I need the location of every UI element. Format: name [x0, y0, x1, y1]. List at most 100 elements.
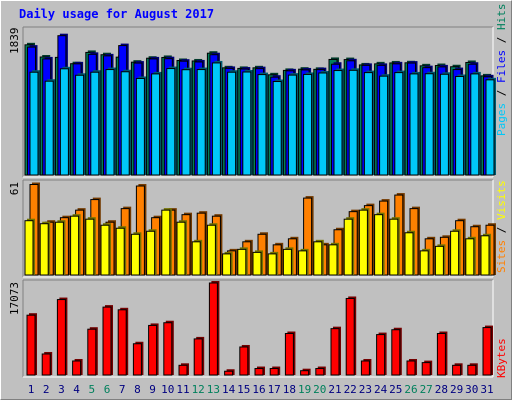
- kbytes-bar-29: [452, 363, 463, 376]
- kbytes-bar-1: [26, 313, 37, 376]
- pages-bar-9: [151, 71, 162, 176]
- kbytes-bar-15: [239, 344, 250, 376]
- legend-separator: /: [495, 30, 508, 50]
- pages-bar-11: [181, 67, 192, 176]
- legend-sites: Sites: [495, 240, 508, 273]
- kbytes-bar-7: [117, 307, 129, 376]
- x-tick-5: 5: [88, 383, 95, 396]
- pages-bar-26: [409, 71, 420, 176]
- x-tick-8: 8: [134, 383, 141, 396]
- x-tick-11: 11: [176, 383, 189, 396]
- visits-bar-27: [419, 248, 431, 276]
- pages-bar-29: [455, 74, 466, 176]
- pages-bar-30: [470, 71, 481, 176]
- kbytes-bar-20: [315, 366, 326, 376]
- kbytes-bar-16: [254, 366, 265, 376]
- visits-bar-20: [313, 239, 324, 276]
- visits-bar-3: [54, 220, 66, 276]
- visits-bar-30: [465, 236, 476, 276]
- visits-bar-6: [100, 223, 111, 276]
- kbytes-bar-14: [224, 369, 235, 376]
- visits-bar-26: [404, 230, 415, 276]
- pages-bar-24: [379, 74, 390, 176]
- kbytes-bar-19: [300, 368, 311, 376]
- kbytes-bar-22: [345, 296, 357, 376]
- x-tick-2: 2: [43, 383, 50, 396]
- visits-bar-8: [130, 232, 142, 276]
- x-tick-13: 13: [207, 383, 220, 396]
- x-tick-10: 10: [161, 383, 174, 396]
- x-tick-22: 22: [344, 383, 357, 396]
- visits-bar-24: [374, 212, 385, 276]
- legend-separator: /: [495, 220, 508, 240]
- x-tick-21: 21: [328, 383, 341, 396]
- pages-bar-10: [166, 66, 177, 176]
- x-tick-31: 31: [480, 383, 493, 396]
- kbytes-bar-5: [87, 327, 98, 376]
- kbytes-bar-4: [72, 358, 83, 376]
- kbytes-bar-10: [163, 320, 174, 376]
- pages-bar-25: [394, 70, 405, 176]
- kbytes-bar-21: [330, 326, 341, 376]
- pages-bar-6: [105, 67, 116, 176]
- visits-bar-11: [176, 220, 187, 276]
- pages-bar-18: [287, 73, 299, 176]
- visits-bar-21: [328, 242, 339, 276]
- visits-bar-18: [282, 247, 294, 276]
- visits-bar-29: [450, 229, 461, 276]
- pages-bar-14: [227, 70, 238, 176]
- pages-bar-3: [59, 66, 71, 176]
- visits-bar-4: [70, 214, 81, 276]
- kbytes-bar-17: [269, 366, 281, 376]
- pages-bar-27: [424, 71, 436, 176]
- x-tick-29: 29: [450, 383, 463, 396]
- legend-files: Files: [495, 50, 508, 83]
- kbytes-bar-25: [391, 327, 402, 376]
- visits-bar-7: [115, 226, 127, 276]
- visits-bar-2: [39, 221, 51, 276]
- kbytes-bar-11: [178, 363, 189, 376]
- middle-ymax-label: 61: [8, 182, 21, 195]
- bottom-legend: KBytes: [495, 338, 508, 378]
- visits-bar-14: [222, 251, 233, 276]
- kbytes-bar-27: [421, 360, 433, 376]
- x-tick-15: 15: [237, 383, 250, 396]
- visits-bar-25: [389, 217, 400, 276]
- legend-pages: Pages: [495, 103, 508, 136]
- kbytes-bar-23: [360, 358, 372, 376]
- pages-bar-23: [363, 70, 375, 176]
- kbytes-bar-30: [467, 363, 478, 376]
- x-tick-9: 9: [149, 383, 156, 396]
- pages-bar-31: [485, 77, 496, 176]
- x-tick-4: 4: [73, 383, 80, 396]
- x-tick-27: 27: [420, 383, 433, 396]
- pages-bar-19: [303, 72, 314, 176]
- x-tick-18: 18: [283, 383, 296, 396]
- x-tick-6: 6: [104, 383, 111, 396]
- kbytes-bar-2: [41, 351, 53, 376]
- x-tick-3: 3: [58, 383, 65, 396]
- x-tick-1: 1: [28, 383, 35, 396]
- top-legend: Pages / Files / Hits: [495, 4, 508, 137]
- visits-bar-9: [146, 229, 157, 276]
- pages-bar-1: [29, 70, 40, 176]
- pages-bar-16: [257, 72, 268, 176]
- visits-bar-23: [358, 208, 370, 276]
- kbytes-bar-13: [208, 281, 220, 376]
- visits-bar-16: [252, 250, 263, 276]
- x-tick-26: 26: [404, 383, 417, 396]
- kbytes-bar-6: [102, 305, 113, 376]
- kbytes-bar-3: [56, 297, 68, 376]
- x-tick-24: 24: [374, 383, 388, 396]
- visits-bar-15: [237, 247, 248, 276]
- kbytes-bar-18: [284, 331, 296, 376]
- pages-bar-22: [348, 68, 360, 176]
- legend-kbytes: KBytes: [495, 338, 508, 378]
- kbytes-bar-26: [406, 358, 417, 376]
- x-tick-25: 25: [389, 383, 402, 396]
- visits-bar-19: [298, 248, 309, 276]
- kbytes-bar-28: [436, 331, 448, 376]
- middle-legend: Sites / Visits: [495, 180, 508, 273]
- kbytes-bar-8: [132, 341, 144, 376]
